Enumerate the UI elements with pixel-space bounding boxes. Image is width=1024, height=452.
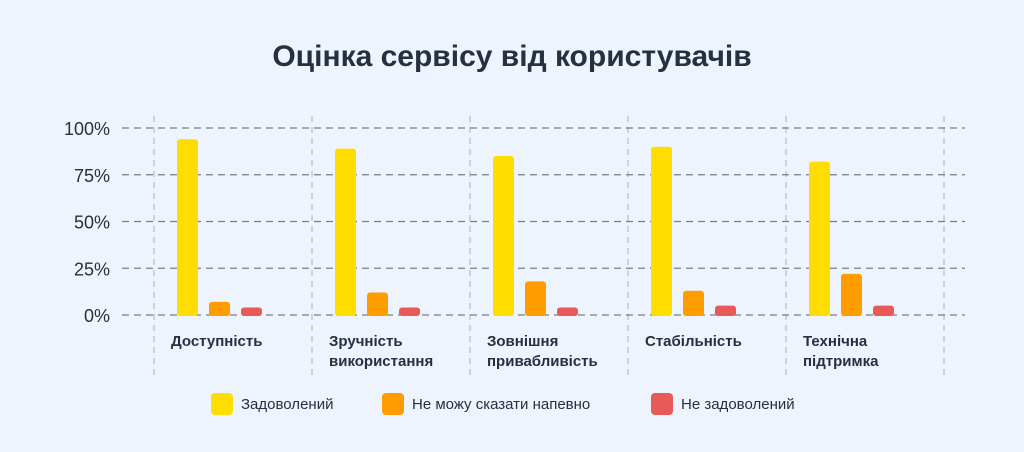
category-label-line: підтримка: [803, 353, 879, 370]
y-tick-label: 75%: [74, 166, 110, 186]
legend-label: Не задоволений: [681, 395, 795, 413]
legend-item: Не можу сказати напевно: [382, 393, 590, 415]
y-tick-label: 25%: [74, 259, 110, 279]
legend-swatch: [211, 393, 233, 415]
bar-unsatisfied: [241, 307, 262, 316]
bar-unsatisfied: [715, 305, 736, 316]
category-label: Зовнішня привабливість: [487, 333, 598, 370]
legend-label: Не можу сказати напевно: [412, 395, 591, 413]
bar-unsure: [841, 273, 862, 316]
bar-unsatisfied: [557, 307, 578, 316]
y-tick-label: 0%: [84, 306, 110, 326]
category-label-line: Зручність: [329, 333, 403, 350]
bar-unsatisfied: [399, 307, 420, 316]
category-label-line: Технічна: [803, 333, 868, 350]
category-label: Стабільність: [645, 333, 742, 350]
legend-item: Задоволений: [211, 393, 333, 415]
bar-unsatisfied: [873, 305, 894, 316]
bar-satisfied: [335, 148, 356, 316]
category-label-line: Зовнішня: [487, 333, 558, 350]
y-tick-label: 50%: [74, 213, 110, 233]
bar-satisfied: [493, 156, 514, 316]
bar-satisfied: [651, 146, 672, 316]
bar-unsure: [209, 301, 230, 316]
y-tick-label: 100%: [64, 119, 110, 139]
chart-title: Оцінка сервісу від користувачів: [272, 40, 752, 73]
category-label-line: Доступність: [171, 333, 262, 350]
bar-unsure: [367, 292, 388, 316]
bar-chart-plot: 0% 25% 50% 75% 100% Доступність Зручність викор…: [64, 116, 965, 375]
bar-satisfied: [177, 139, 198, 316]
chart-legend: Задоволений Не можу сказати напевно Не зад…: [0, 393, 1024, 417]
legend-swatch: [651, 393, 673, 415]
category-label: Зручність використання: [329, 333, 433, 370]
category-label: Технічна підтримка: [803, 333, 879, 370]
category-label-line: Стабільність: [645, 333, 742, 350]
category-label-line: використання: [329, 353, 433, 370]
legend-label: Задоволений: [241, 395, 334, 413]
bar-unsure: [525, 281, 546, 316]
legend-swatch: [382, 393, 404, 415]
bar-unsure: [683, 290, 704, 316]
legend-item: Не задоволений: [651, 393, 795, 415]
category-label: Доступність: [171, 333, 262, 350]
category-label-line: привабливість: [487, 353, 598, 370]
bar-satisfied: [809, 161, 830, 316]
